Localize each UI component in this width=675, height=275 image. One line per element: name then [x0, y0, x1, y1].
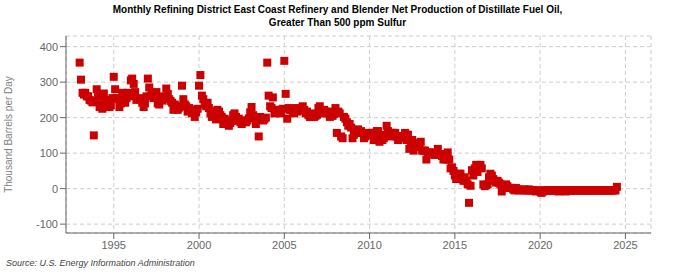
svg-text:0: 0 — [52, 183, 58, 195]
html-text:Greater Than 500 ppm Sulfur: Greater Than 500 ppm Sulfur — [268, 17, 407, 28]
svg-text:-100: -100 — [36, 218, 58, 230]
svg-text:2020: 2020 — [528, 239, 552, 251]
svg-text:2000: 2000 — [187, 239, 211, 251]
html-text:Source: U.S. Energy Informatio: Source: U.S. Energy Information Administ… — [6, 258, 195, 268]
svg-text:1995: 1995 — [102, 239, 126, 251]
svg-text:2010: 2010 — [357, 239, 381, 251]
svg-text:100: 100 — [40, 147, 58, 159]
svg-text:2025: 2025 — [613, 239, 637, 251]
svg-text:400: 400 — [40, 41, 58, 53]
svg-text:200: 200 — [40, 112, 58, 124]
svg-text:2005: 2005 — [272, 239, 296, 251]
svg-text:Thousand Barrels per Day: Thousand Barrels per Day — [8, 76, 14, 193]
svg-text:2015: 2015 — [443, 239, 467, 251]
html-text:Monthly Refining District East: Monthly Refining District East Coast Ref… — [112, 4, 563, 15]
svg-text:300: 300 — [40, 76, 58, 88]
